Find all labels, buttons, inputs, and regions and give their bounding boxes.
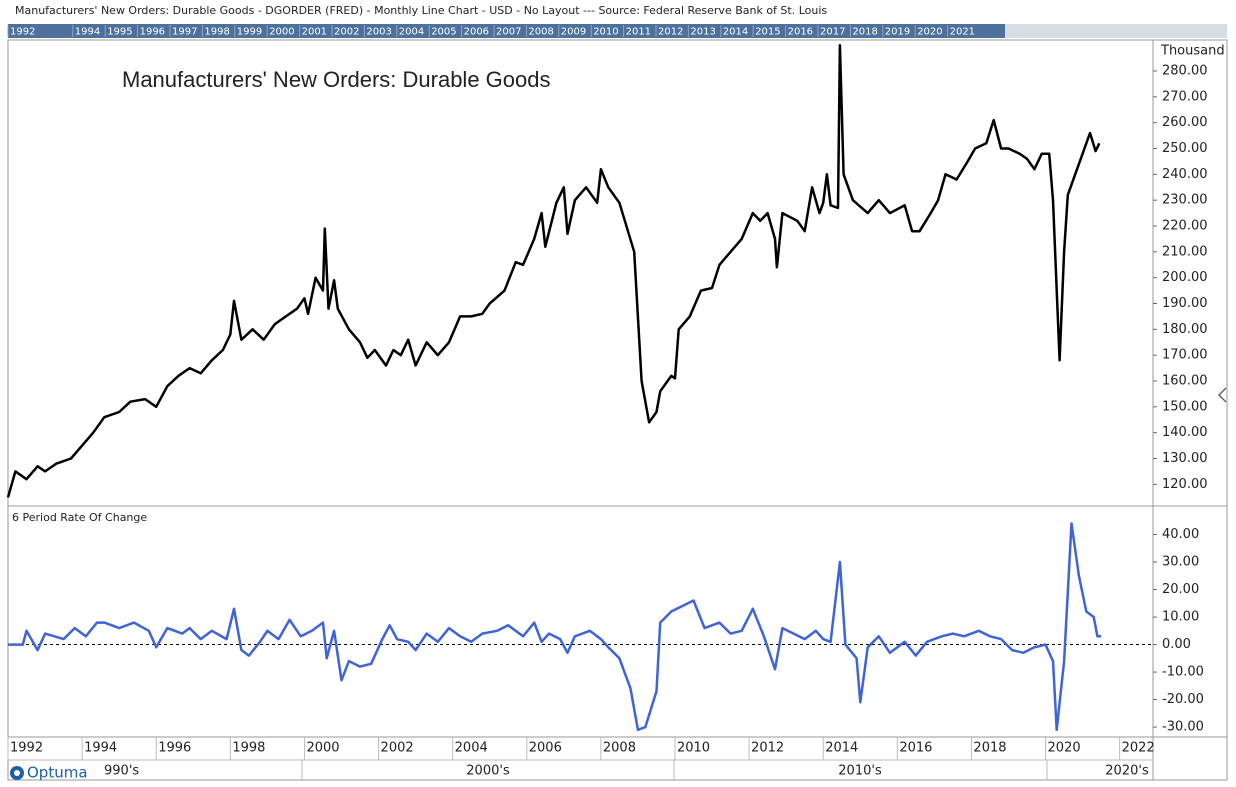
overview-year: 2000 (269, 27, 294, 38)
overview-year: 2004 (399, 27, 424, 38)
y-tick-label: 230.00 (1162, 193, 1208, 208)
overview-year: 1998 (204, 27, 229, 38)
overview-year: 2011 (626, 27, 651, 38)
x-tick-label: 2000 (306, 741, 339, 756)
overview-year: 2010 (593, 27, 618, 38)
y-tick-label: 250.00 (1162, 141, 1208, 156)
y-tick-label: 30.00 (1162, 555, 1199, 570)
x-tick-label: 2004 (455, 741, 488, 756)
x-tick-label: 1994 (84, 741, 117, 756)
decade-label: 2020's (1105, 764, 1149, 779)
x-tick-label: 1998 (232, 741, 265, 756)
x-tick-label: 2008 (603, 741, 636, 756)
decade-label: 990's (104, 764, 139, 779)
overview-year: 2020 (917, 27, 942, 38)
y-tick-label: 40.00 (1162, 527, 1199, 542)
indicator-title: 6 Period Rate Of Change (12, 511, 147, 524)
overview-rest (1005, 24, 1227, 38)
frame (7, 39, 1228, 781)
decade-label: 2000's (466, 764, 510, 779)
overview-year: 2006 (464, 27, 489, 38)
overview-year: 2017 (820, 27, 845, 38)
overview-year: 2021 (950, 27, 975, 38)
overview-year: 2014 (723, 27, 748, 38)
y-tick-label: 260.00 (1162, 115, 1208, 130)
x-tick-label: 2006 (529, 741, 562, 756)
y-tick-label: 140.00 (1162, 425, 1208, 440)
logo-icon-hole (14, 770, 20, 776)
x-tick-label: 2020 (1048, 741, 1081, 756)
x-tick-label: 2002 (381, 741, 414, 756)
overview-year: 2015 (755, 27, 780, 38)
y-tick-label: 270.00 (1162, 89, 1208, 104)
y-tick-label: 10.00 (1162, 610, 1199, 625)
y-unit: Thousand (1160, 44, 1225, 59)
x-tick-label: 2010 (677, 741, 710, 756)
y-tick-label: 220.00 (1162, 219, 1208, 234)
overview-year: 1999 (237, 27, 262, 38)
overview-year: 1995 (107, 27, 132, 38)
overview-year: 2019 (885, 27, 910, 38)
y-tick-label: 210.00 (1162, 244, 1208, 259)
logo-text: Optuma (27, 764, 88, 782)
overview-year: 1994 (75, 27, 100, 38)
overview-year: 1992 (10, 27, 35, 38)
window-title: Manufacturers' New Orders: Durable Goods… (15, 4, 827, 17)
y-tick-label: 280.00 (1162, 64, 1208, 79)
y-tick-label: 180.00 (1162, 322, 1208, 337)
y-tick-label: -10.00 (1162, 665, 1204, 680)
overview-year: 2007 (496, 27, 521, 38)
chart-title: Manufacturers' New Orders: Durable Goods (122, 67, 550, 92)
overview-years: 1992 1994 1995 1996 1997 1998 1999 2000 2001 2002… (7, 25, 975, 38)
data-line (6, 43, 1101, 498)
overview-year: 2018 (852, 27, 877, 38)
x-tick-label: 2022 (1122, 741, 1155, 756)
y-tick-label: 130.00 (1162, 451, 1208, 466)
overview-year: 2001 (302, 27, 327, 38)
y-tick-label: 120.00 (1162, 477, 1208, 492)
overview-year: 2005 (431, 27, 456, 38)
y-tick-label: 160.00 (1162, 374, 1208, 389)
x-tick-label: 2014 (825, 741, 858, 756)
overview-year: 2009 (561, 27, 586, 38)
overview-year: 2016 (788, 27, 813, 38)
overview-year: 2012 (658, 27, 683, 38)
overview-strip[interactable] (8, 24, 1005, 38)
x-tick-label: 2018 (973, 741, 1006, 756)
y-tick-label: 20.00 (1162, 582, 1199, 597)
y-tick-label: 190.00 (1162, 296, 1208, 311)
decade-label: 2010's (838, 764, 882, 779)
y-tick-label: 150.00 (1162, 399, 1208, 414)
overview-year: 2008 (528, 27, 553, 38)
y-tick-label: -30.00 (1162, 720, 1204, 735)
y-tick-label: 170.00 (1162, 348, 1208, 363)
x-tick-label: 1992 (10, 741, 43, 756)
collapse-arrow[interactable] (1217, 387, 1227, 403)
overview-year: 2002 (334, 27, 359, 38)
logo: Optuma (10, 764, 88, 782)
overview-year: 1997 (172, 27, 197, 38)
x-tick-label: 2016 (899, 741, 932, 756)
overview-year: 2013 (690, 27, 715, 38)
overview-year: 2003 (366, 27, 391, 38)
y-tick-label: 240.00 (1162, 167, 1208, 182)
x-tick-label: 1996 (158, 741, 191, 756)
y-tick-label: 0.00 (1162, 637, 1191, 652)
x-tick-label: 2012 (751, 741, 784, 756)
y-tick-label: -20.00 (1162, 692, 1204, 707)
data-line (8, 522, 1102, 732)
y-tick-label: 200.00 (1162, 270, 1208, 285)
overview-year: 1996 (140, 27, 165, 38)
